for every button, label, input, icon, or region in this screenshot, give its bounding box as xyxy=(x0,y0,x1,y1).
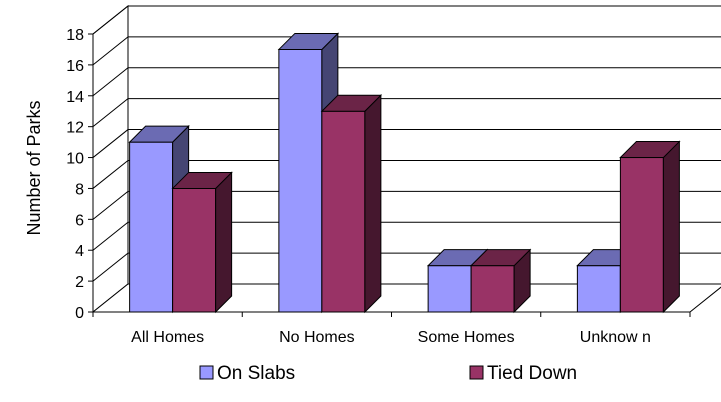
bar-top xyxy=(171,171,233,189)
bar-front xyxy=(470,265,515,313)
x-tick-label: Some Homes xyxy=(418,329,515,346)
y-tick-label: 12 xyxy=(66,120,84,137)
bar-top xyxy=(469,249,532,267)
y-tick-label: 8 xyxy=(75,181,84,198)
bar-front xyxy=(129,141,174,313)
legend-swatch xyxy=(469,365,484,380)
bar xyxy=(469,248,532,314)
legend-label: Tied Down xyxy=(487,363,577,384)
gridline xyxy=(92,221,721,251)
legend-swatch xyxy=(199,365,214,380)
side-wall xyxy=(92,4,129,314)
y-axis-label: Number of Parks xyxy=(24,100,44,235)
bar-top xyxy=(277,32,340,50)
bar-top xyxy=(619,141,681,159)
legend-item: On Slabs xyxy=(199,363,295,384)
bars xyxy=(128,32,681,314)
chart-walls xyxy=(91,4,721,314)
y-tick-label: 14 xyxy=(66,89,84,106)
legend-item: Tied Down xyxy=(469,363,577,384)
axes: 0 2 4 6 8 10 12 14 16 18 All Homes No Homes Some Hom… xyxy=(66,27,691,346)
bar-front xyxy=(619,157,664,313)
x-tick-label: All Homes xyxy=(131,329,204,346)
y-tick-label: 6 xyxy=(75,212,84,229)
y-tick-label: 10 xyxy=(66,151,84,168)
bar-front xyxy=(321,110,366,313)
legend: On Slabs Tied Down xyxy=(199,363,577,384)
y-tick-label: 18 xyxy=(66,27,84,44)
gridline xyxy=(92,36,721,66)
gridline xyxy=(92,159,721,189)
bar-side xyxy=(662,140,680,314)
x-tick-label: No Homes xyxy=(279,329,355,346)
bar xyxy=(171,171,233,314)
legend-label: On Slabs xyxy=(217,363,295,384)
bar xyxy=(619,140,681,314)
gridline xyxy=(92,67,721,97)
y-tick-label: 0 xyxy=(75,305,84,322)
bar-front xyxy=(427,265,472,313)
y-tick-label: 4 xyxy=(75,243,84,260)
bar-top xyxy=(128,125,190,143)
gridline xyxy=(92,190,721,220)
bar-front xyxy=(278,48,323,313)
bar-top xyxy=(320,94,383,112)
gridlines xyxy=(92,5,721,282)
bar-front xyxy=(576,265,621,313)
y-tick-label: 2 xyxy=(75,274,84,291)
gridline xyxy=(92,98,721,128)
gridline xyxy=(92,129,721,158)
bar-side xyxy=(215,171,233,314)
x-tick-label: Unknow n xyxy=(580,329,651,346)
gridline xyxy=(92,5,721,35)
bar-front xyxy=(172,187,217,313)
bar-side xyxy=(364,94,382,314)
y-tick-label: 16 xyxy=(66,58,84,75)
bar xyxy=(320,94,383,314)
